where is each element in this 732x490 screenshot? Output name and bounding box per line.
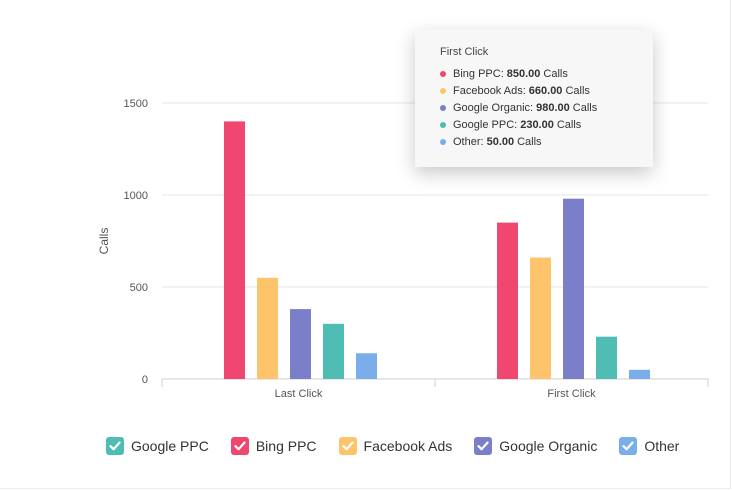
check-icon[interactable] <box>106 437 124 455</box>
check-icon[interactable] <box>230 437 249 455</box>
bar[interactable] <box>596 336 617 379</box>
series-dot-icon <box>440 104 446 111</box>
tooltip-unit: Calls <box>572 101 598 114</box>
tooltip-row: Other: 50.00 Calls <box>440 133 653 150</box>
bar[interactable] <box>497 222 518 379</box>
y-tick-label: 1000 <box>124 190 148 202</box>
bar[interactable] <box>224 121 245 380</box>
tooltip-value: 660.00 <box>528 84 563 97</box>
check-icon[interactable] <box>474 437 493 455</box>
legend-label: Bing PPC <box>255 438 317 454</box>
tooltip-unit: Calls <box>517 135 542 148</box>
tooltip: First Click Bing PPC: 850.00 Calls Facebook… <box>415 30 653 167</box>
bar[interactable] <box>257 277 278 379</box>
legend-label: Other <box>644 438 680 454</box>
legend-label: Google PPC <box>131 438 209 454</box>
bar-chart: 0 500 1000 1500 Calls Last Click First Click <box>97 98 709 400</box>
tooltip-label: Other: <box>453 135 484 148</box>
tooltip-value: 50.00 <box>486 135 515 148</box>
series-dot-icon <box>440 70 446 77</box>
y-tick-label: 500 <box>130 282 148 294</box>
bar[interactable] <box>629 369 650 379</box>
tooltip-label: Bing PPC: <box>453 67 504 80</box>
tooltip-label: Google Organic: <box>453 101 534 114</box>
bar[interactable] <box>290 309 311 379</box>
legend-item[interactable]: Facebook Ads <box>338 437 453 455</box>
series-dot-icon <box>440 138 446 145</box>
legend: Google PPC Bing PPC Facebook Ads Google Org… <box>106 436 701 456</box>
bar[interactable] <box>356 353 377 379</box>
tooltip-unit: Calls <box>556 118 582 131</box>
series-dot-icon <box>440 87 446 94</box>
legend-item[interactable]: Bing PPC <box>230 437 317 455</box>
legend-item[interactable]: Google PPC <box>106 437 209 455</box>
legend-item[interactable]: Google Organic <box>474 437 597 455</box>
y-axis-label: Calls <box>97 228 111 255</box>
bar[interactable] <box>530 257 551 379</box>
tooltip-row: Google PPC: 230.00 Calls <box>440 116 653 133</box>
tooltip-row: Google Organic: 980.00 Calls <box>440 99 653 116</box>
tooltip-label: Google PPC: <box>453 118 518 131</box>
legend-label: Facebook Ads <box>363 438 453 454</box>
tooltip-row: Facebook Ads: 660.00 Calls <box>440 82 653 99</box>
tooltip-value: 980.00 <box>536 101 570 114</box>
bar[interactable] <box>563 198 584 379</box>
tooltip-title: First Click <box>440 46 489 58</box>
y-tick-label: 0 <box>142 374 148 386</box>
bar[interactable] <box>323 323 344 379</box>
tooltip-unit: Calls <box>565 84 590 97</box>
series-dot-icon <box>440 121 446 128</box>
x-category-label: First Click <box>547 388 596 400</box>
check-icon[interactable] <box>338 437 357 455</box>
tooltip-label: Facebook Ads: <box>453 84 526 97</box>
x-category-label: Last Click <box>275 388 323 400</box>
tooltip-unit: Calls <box>543 67 568 80</box>
legend-label: Google Organic <box>499 438 598 454</box>
y-tick-label: 1500 <box>124 98 148 110</box>
legend-item[interactable]: Other <box>619 437 679 455</box>
check-icon[interactable] <box>619 437 638 455</box>
tooltip-row: Bing PPC: 850.00 Calls <box>440 65 653 82</box>
tooltip-value: 230.00 <box>520 118 554 131</box>
tooltip-value: 850.00 <box>506 67 541 80</box>
